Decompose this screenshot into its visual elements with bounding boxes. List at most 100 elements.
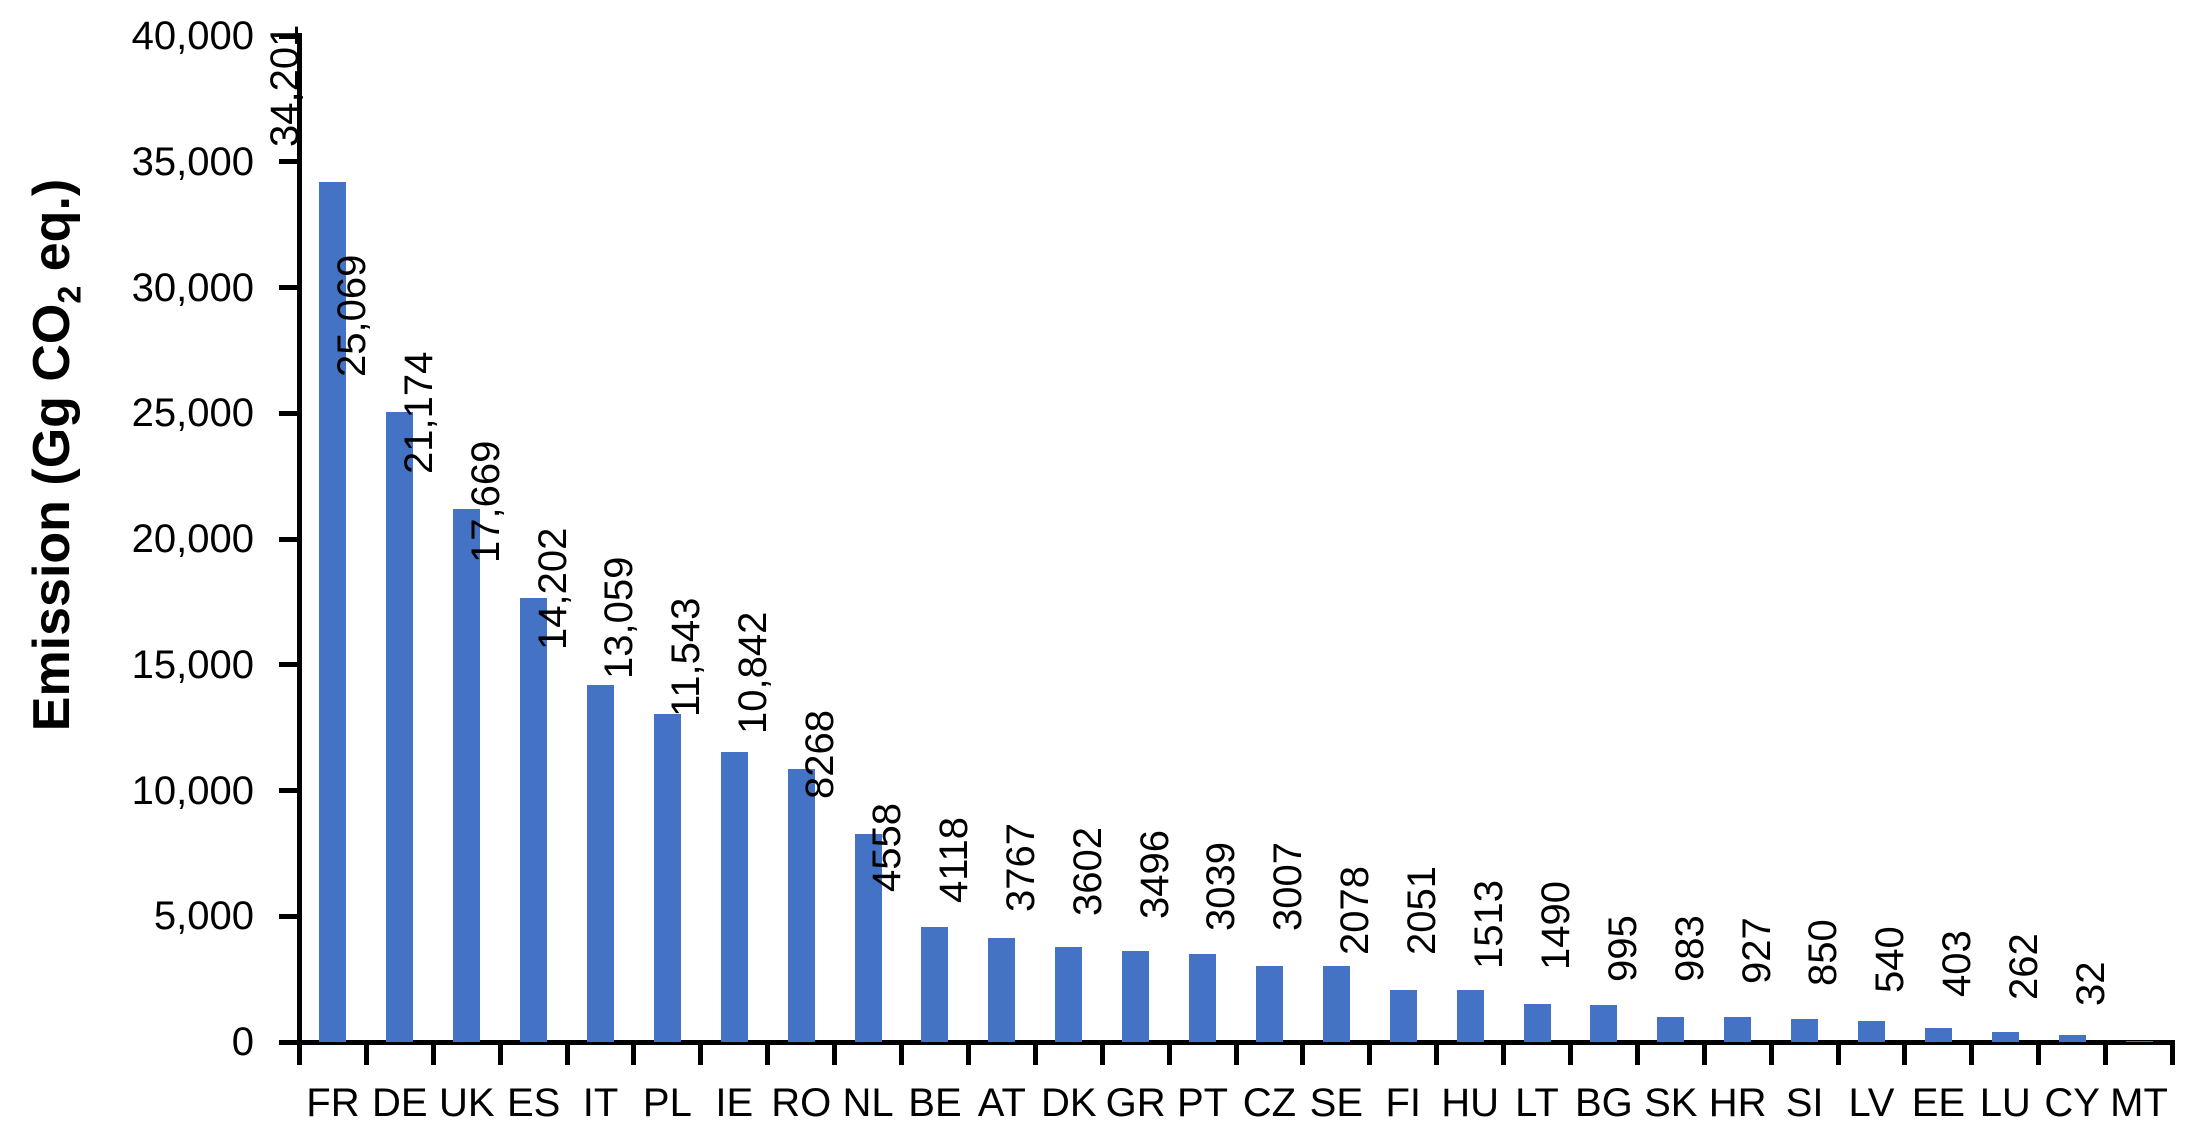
bar-gr <box>1122 951 1150 1042</box>
bar-sk <box>1657 1017 1685 1042</box>
x-axis-label-hu: HU <box>1441 1081 1499 1125</box>
x-axis-label-lv: LV <box>1848 1081 1895 1125</box>
bar-value-label-ee: 540 <box>1868 926 1913 993</box>
x-tick-mark <box>497 1044 503 1065</box>
x-axis-label-it: IT <box>582 1081 619 1125</box>
x-axis-label-uk: UK <box>438 1081 495 1125</box>
x-axis-label-de: DE <box>372 1081 428 1125</box>
x-axis-label-sk: SK <box>1644 1081 1698 1125</box>
bar-value-label-gr: 3602 <box>1065 827 1110 916</box>
x-axis-label-at: AT <box>977 1081 1026 1125</box>
x-tick-mark <box>631 1044 637 1065</box>
x-tick-mark <box>363 1044 369 1065</box>
bar-value-label-fi: 2078 <box>1333 866 1378 955</box>
bar-value-label-pl: 13,059 <box>597 556 642 679</box>
bar-value-label-lt: 1513 <box>1467 880 1512 969</box>
bar-value-label-ro: 10,842 <box>731 611 776 734</box>
y-tick-label: 5,000 <box>153 894 254 939</box>
x-tick-mark <box>1300 1044 1306 1065</box>
y-tick-label: 15,000 <box>131 642 254 687</box>
bar-ie <box>720 752 748 1042</box>
x-axis-label-se: SE <box>1309 1081 1364 1125</box>
x-tick-mark <box>2170 1044 2175 1065</box>
x-tick-mark <box>1501 1044 1507 1065</box>
bar-at <box>988 938 1016 1042</box>
x-tick-mark <box>1634 1044 1640 1065</box>
x-tick-mark <box>564 1044 570 1065</box>
x-axis-label-fr: FR <box>306 1081 360 1125</box>
bar-value-label-at: 4118 <box>931 816 976 903</box>
bar-it <box>587 685 615 1042</box>
x-axis-label-fi: FI <box>1385 1081 1421 1125</box>
bar-si <box>1791 1019 1819 1042</box>
bar-value-label-es: 17,669 <box>463 440 508 563</box>
x-axis-label-nl: NL <box>842 1081 894 1125</box>
bar-value-label-de: 25,069 <box>329 254 374 377</box>
bar-uk <box>453 509 481 1042</box>
bar-value-label-uk: 21,174 <box>396 351 441 474</box>
x-tick-mark <box>1969 1044 1975 1065</box>
x-tick-mark <box>297 1044 302 1065</box>
x-tick-mark <box>1567 1044 1573 1065</box>
x-axis-label-bg: BG <box>1575 1081 1633 1125</box>
x-tick-mark <box>1166 1044 1172 1065</box>
bar-value-label-sk: 995 <box>1600 915 1645 982</box>
x-tick-mark <box>430 1044 436 1065</box>
bar-cy <box>2058 1035 2086 1042</box>
y-tick-mark <box>279 1039 297 1045</box>
x-axis-label-cy: CY <box>2044 1081 2100 1125</box>
y-tick-label: 25,000 <box>131 391 254 436</box>
x-axis-label-lt: LT <box>1515 1081 1559 1125</box>
x-tick-mark <box>1902 1044 1908 1065</box>
bar-value-label-it: 14,202 <box>530 527 575 650</box>
y-tick-mark <box>279 410 297 416</box>
x-axis-label-be: BE <box>908 1081 962 1125</box>
x-tick-mark <box>1233 1044 1239 1065</box>
y-axis-line <box>297 33 302 1045</box>
x-tick-mark <box>1367 1044 1373 1065</box>
x-tick-mark <box>832 1044 838 1065</box>
bar-pl <box>653 714 681 1042</box>
y-tick-mark <box>279 159 297 165</box>
bar-hr <box>1724 1017 1752 1042</box>
y-tick-label: 40,000 <box>131 14 254 58</box>
x-tick-mark <box>765 1044 771 1065</box>
bar-value-label-hu: 2051 <box>1400 866 1445 955</box>
bar-value-label-nl: 8268 <box>798 710 843 799</box>
bar-value-label-ie: 11,543 <box>664 597 709 717</box>
bar-se <box>1322 966 1350 1042</box>
bar-fr <box>319 182 347 1042</box>
bar-value-label-cy: 262 <box>2002 933 2047 1000</box>
y-tick-label: 20,000 <box>131 517 254 561</box>
bar-nl <box>854 834 882 1042</box>
x-axis-label-hr: HR <box>1708 1081 1767 1125</box>
x-axis-line <box>297 1039 2175 1045</box>
y-tick-mark <box>279 788 297 793</box>
bar-value-label-pt: 3496 <box>1132 830 1177 919</box>
x-axis-label-ee: EE <box>1911 1081 1966 1125</box>
bar-lt <box>1523 1004 1551 1042</box>
x-axis-label-si: SI <box>1785 1081 1824 1125</box>
x-axis-label-ie: IE <box>715 1081 754 1125</box>
y-tick-mark <box>279 33 297 39</box>
x-axis-label-pl: PL <box>642 1081 692 1125</box>
x-tick-mark <box>1701 1044 1707 1065</box>
y-tick-label: 35,000 <box>131 139 254 184</box>
x-tick-mark <box>965 1044 971 1065</box>
bar-value-label-hr: 983 <box>1667 915 1712 982</box>
bar-value-label-si: 927 <box>1734 917 1779 984</box>
x-axis-label-cz: CZ <box>1242 1081 1297 1125</box>
y-tick-mark <box>279 536 297 542</box>
bar-cz <box>1255 966 1283 1042</box>
x-tick-mark <box>1099 1044 1105 1065</box>
bar-pt <box>1189 954 1217 1042</box>
bar-lu <box>1991 1032 2019 1042</box>
y-tick-mark <box>279 285 297 290</box>
x-axis-label-dk: DK <box>1040 1081 1097 1125</box>
x-tick-mark <box>1434 1044 1440 1065</box>
bar-value-label-cz: 3039 <box>1199 842 1244 931</box>
bar-value-label-bg: 1490 <box>1533 881 1578 970</box>
x-axis-label-ro: RO <box>771 1081 832 1125</box>
bar-bg <box>1590 1005 1618 1042</box>
